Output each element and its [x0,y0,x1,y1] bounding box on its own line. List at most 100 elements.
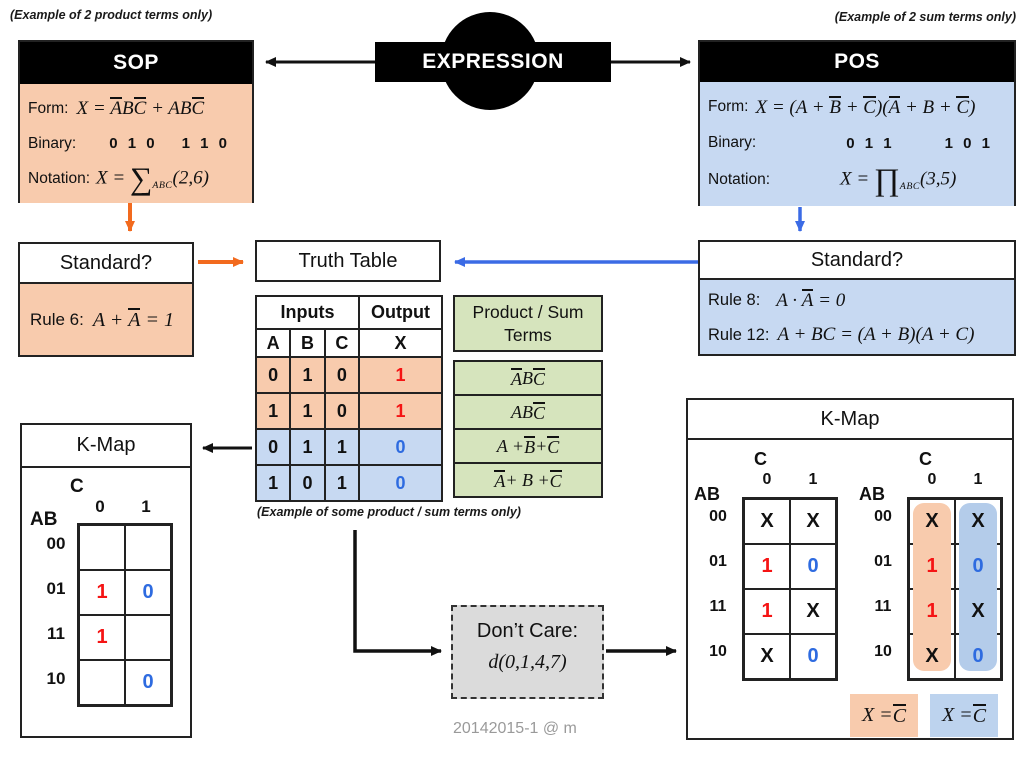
standard-sop-title: Standard? [20,244,192,284]
kmap-b-rowvar: AB [859,484,885,504]
kmap-cell: 1 [79,615,125,660]
kmap-cell [79,525,125,570]
standard-pos-title: Standard? [700,242,1014,280]
standard-pos-box: Standard? Rule 8: A · A = 0 Rule 12: A +… [698,240,1016,356]
sop-binary-2: 1 1 0 [181,135,230,152]
kmap-cell: X [790,499,836,544]
term-item: A + B + C [453,462,603,498]
table-row: 0 1 1 0 [254,428,443,466]
truth-table-title: Truth Table [255,240,441,282]
table-row: 1 0 1 0 [254,464,443,502]
kmap-cell: 1 [744,544,790,589]
cell-x: 0 [358,464,443,502]
kmap-row-label: 01 [46,579,66,598]
pos-title: POS [700,42,1014,82]
kmap-cell [125,525,171,570]
col-x: X [358,328,443,358]
sop-binary-1: 0 1 0 [109,135,158,152]
kmap-cell: X [790,589,836,634]
kmap-col-label: 0 [95,497,105,516]
kmap-col-label: 1 [141,497,151,516]
kmap-left-title: K-Map [22,425,190,468]
arrow-truthtable-to-dontcare [353,530,442,656]
kmap-row-label: 10 [709,643,727,660]
kmap-row-label: 10 [874,643,892,660]
kmap-row-label: 01 [709,553,727,570]
kmap-col-label: 1 [808,471,818,488]
kmap-right-grid-a: X X 1 0 1 X X 0 [742,497,838,681]
rule12-label: Rule 12: [708,325,770,344]
cell: 0 [289,464,326,502]
kmap-cell: X [744,499,790,544]
table-row: 0 1 0 1 [254,356,443,394]
group-highlight-sop [913,503,951,671]
kmap-cell [79,660,125,705]
caption-terms-note: (Example of some product / sum terms onl… [257,505,521,519]
kmap-right-title: K-Map [688,400,1012,440]
dont-care-box: Don’t Care: d(0,1,4,7) [451,605,604,699]
pos-box: POS Form: X = (A + B + C)(A + B + C) Bin… [698,40,1016,206]
table-row: 1 1 0 1 [254,392,443,430]
cell-x: 1 [358,356,443,394]
kmap-row-label: 00 [46,534,66,553]
sop-form-label: Form: [28,99,69,117]
dont-care-formula: d(0,1,4,7) [488,651,567,673]
kmap-col-label: 0 [927,471,937,488]
kmap-row-label: 00 [709,508,727,525]
caption-sum-example: (Example of 2 sum terms only) [834,10,1016,24]
cell: 1 [323,464,361,502]
cell: 0 [254,428,292,466]
kmap-row-label: 00 [874,508,892,525]
rule8-formula: A · A = 0 [776,288,846,311]
sop-box: SOP Form: X = ABC + ABC Binary: 0 1 0 1 … [18,40,254,203]
sop-binary-label: Binary: [28,134,77,152]
kmap-cell [125,615,171,660]
kmap-a-colvar: C [754,449,767,469]
pos-notation-label: Notation: [708,171,771,188]
col-a: A [254,328,292,358]
terms-header: Product / Sum Terms [453,295,603,352]
pos-binary-2: 1 0 1 [944,134,993,152]
output-header: Output [358,295,443,330]
cell: 1 [254,392,292,430]
col-c: C [323,328,361,358]
inputs-header: Inputs [255,295,360,330]
kmap-a-rowvar: AB [694,484,720,504]
kmap-left-box: K-Map C 0 1 AB 00 01 11 10 1 0 1 0 [20,423,192,738]
sop-form-formula: X = ABC + ABC [76,97,205,119]
kmap-cell: 1 [79,570,125,615]
rule6-label: Rule 6: [30,309,84,329]
standard-sop-box: Standard? Rule 6: A + A = 1 [18,242,194,357]
sop-notation-formula: X = ∑ABC(2,6) [96,160,209,196]
kmap-col-label: 0 [762,471,772,488]
pos-binary-label: Binary: [708,134,757,151]
kmap-cell: 1 [744,589,790,634]
pos-binary-1: 0 1 1 [846,134,895,152]
sop-notation-label: Notation: [28,169,91,187]
footer-watermark: 20142015-1 @ m [453,720,577,737]
cell: 0 [323,392,361,430]
kmap-row-label: 11 [47,624,65,643]
kmap-left-colvar: C [70,476,84,497]
cell-x: 1 [358,392,443,430]
col-b: B [289,328,326,358]
kmap-left-grid: 1 0 1 0 [77,523,173,707]
legend-pos-result: X = C [930,694,998,737]
expression-node: EXPRESSION [375,42,611,82]
cell-x: 0 [358,428,443,466]
legend-sop-result: X = C [850,694,918,737]
term-item: A + B + C [453,428,603,464]
kmap-right-box: K-Map C 0 1 AB 00 01 11 10 X X 1 0 1 X X… [686,398,1014,740]
rule6-formula: A + A = 1 [92,307,174,331]
kmap-right-grid-b: X X 1 0 1 X X 0 [907,497,1003,681]
cell: 0 [323,356,361,394]
dont-care-label: Don’t Care: [476,620,579,642]
kmap-cell: 0 [790,544,836,589]
rule12-formula: A + BC = (A + B)(A + C) [777,324,975,345]
pos-notation-formula: X = ∏ABC(3,5) [840,162,957,198]
kmap-row-label: 01 [874,553,892,570]
kmap-cell: 0 [125,570,171,615]
caption-product-example: (Example of 2 product terms only) [10,8,213,22]
